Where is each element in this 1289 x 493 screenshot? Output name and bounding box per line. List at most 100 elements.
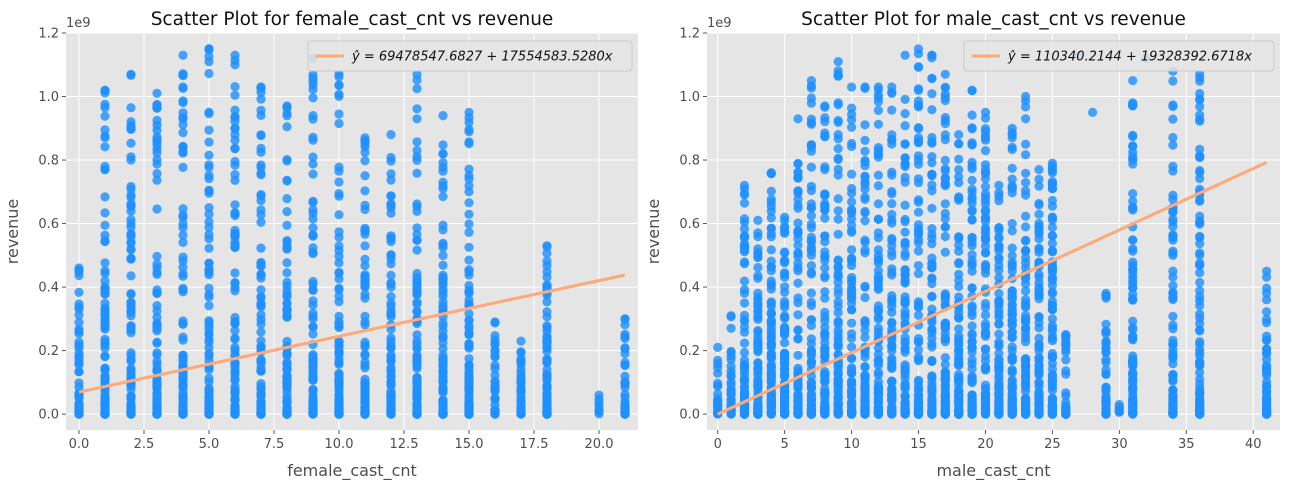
scatter-point xyxy=(780,312,790,322)
scatter-point xyxy=(1128,264,1138,275)
scatter-point xyxy=(438,140,448,150)
scatter-point xyxy=(940,179,950,189)
scatter-point xyxy=(100,409,110,419)
scatter-point xyxy=(1195,144,1205,154)
scatter-point xyxy=(1195,313,1205,323)
scatter-point xyxy=(766,361,776,371)
scatter-point xyxy=(1168,311,1178,321)
scatter-point xyxy=(334,189,344,199)
scatter-point xyxy=(490,360,500,370)
scatter-point xyxy=(334,399,344,409)
scatter-point xyxy=(739,232,750,242)
scatter-point xyxy=(927,50,937,60)
scatter-point xyxy=(994,232,1004,242)
scatter-point xyxy=(1021,190,1031,200)
scatter-point xyxy=(1034,165,1044,175)
scatter-point xyxy=(913,385,924,395)
scatter-point xyxy=(464,265,474,275)
scatter-point xyxy=(1168,359,1178,369)
scatter-point xyxy=(1007,174,1017,184)
scatter-point xyxy=(793,173,803,183)
scatter-point xyxy=(516,400,526,410)
y-tick-label: 0.0 xyxy=(38,408,59,423)
scatter-point xyxy=(860,248,870,258)
scatter-point xyxy=(1047,288,1057,299)
scatter-point xyxy=(178,409,188,419)
scatter-point xyxy=(900,139,910,149)
scatter-point xyxy=(860,332,870,342)
scatter-point xyxy=(927,383,937,393)
scatter-point xyxy=(980,225,991,235)
scatter-point xyxy=(230,409,240,419)
scatter-point xyxy=(152,204,162,214)
chart-title: Scatter Plot for female_cast_cnt vs reve… xyxy=(151,9,554,30)
scatter-point xyxy=(438,356,448,366)
scatter-point xyxy=(438,184,448,194)
scatter-point xyxy=(412,287,422,297)
scatter-point xyxy=(100,165,110,175)
scatter-point xyxy=(178,335,188,345)
scatter-point xyxy=(308,231,318,241)
scatter-point xyxy=(256,390,266,400)
scatter-point xyxy=(806,382,817,392)
scatter-point xyxy=(793,363,803,373)
scatter-point xyxy=(386,343,396,353)
scatter-point xyxy=(994,355,1004,365)
scatter-point xyxy=(152,102,162,112)
scatter-point xyxy=(1114,400,1124,410)
scatter-point xyxy=(1195,260,1205,270)
scatter-point xyxy=(230,143,240,153)
scatter-point xyxy=(204,283,214,293)
scatter-point xyxy=(490,317,500,327)
scatter-point xyxy=(386,301,396,311)
scatter-point xyxy=(100,208,110,218)
scatter-point xyxy=(126,138,136,148)
scatter-point xyxy=(766,213,776,223)
scatter-point xyxy=(994,288,1004,299)
scatter-point xyxy=(847,197,857,207)
scatter-point xyxy=(126,289,136,299)
scatter-point xyxy=(793,383,803,393)
scatter-point xyxy=(833,308,843,318)
scatter-point xyxy=(100,230,110,240)
x-tick-label: 5.0 xyxy=(199,437,220,452)
scatter-point xyxy=(753,331,763,341)
scatter-point xyxy=(980,182,991,192)
scatter-point xyxy=(780,392,790,403)
scatter-point xyxy=(887,187,897,197)
scatter-point xyxy=(204,162,214,172)
scatter-point xyxy=(490,383,500,393)
scatter-point xyxy=(464,227,474,237)
scatter-point xyxy=(833,214,843,224)
scatter-point xyxy=(152,320,162,330)
scatter-point xyxy=(967,303,977,313)
scatter-point xyxy=(739,180,750,190)
scatter-point xyxy=(766,194,776,204)
scatter-point xyxy=(927,333,937,343)
scatter-point xyxy=(1021,409,1031,419)
scatter-point xyxy=(793,406,803,417)
scatter-point xyxy=(940,353,950,363)
scatter-point xyxy=(74,343,84,353)
scatter-point xyxy=(360,349,370,359)
scatter-point xyxy=(438,406,448,416)
scatter-point xyxy=(360,384,370,394)
scatter-point xyxy=(873,97,884,107)
scatter-point xyxy=(464,280,474,291)
scatter-point xyxy=(780,370,790,380)
scatter-point xyxy=(516,365,526,375)
y-tick-label: 0.6 xyxy=(38,217,59,232)
x-tick-label: 40 xyxy=(1245,437,1262,452)
scatter-point xyxy=(780,222,790,232)
scatter-point xyxy=(847,260,857,271)
scatter-point xyxy=(1101,319,1111,329)
scatter-point xyxy=(913,409,924,419)
scatter-point xyxy=(753,312,763,322)
scatter-point xyxy=(900,292,910,302)
scatter-point xyxy=(860,216,870,226)
scatter-point xyxy=(1021,372,1031,382)
scatter-point xyxy=(386,203,396,213)
scatter-point xyxy=(780,258,790,268)
scatter-point xyxy=(913,195,924,205)
scatter-point xyxy=(847,333,857,343)
